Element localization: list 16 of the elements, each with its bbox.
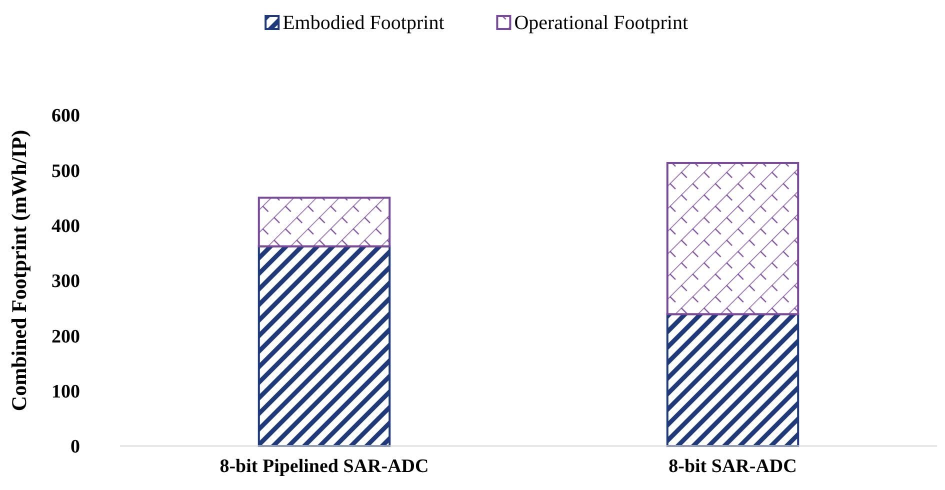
bar (666, 313, 800, 447)
y-tick-label: 400 (52, 216, 80, 237)
bar (258, 245, 391, 447)
y-tick-label: 100 (52, 381, 80, 402)
y-axis-title: Combined Footprint (mWh/IP) (7, 130, 31, 412)
y-tick-label: 300 (52, 271, 80, 292)
y-tick-label: 600 (52, 106, 80, 127)
x-tick-label: 8-bit SAR-ADC (668, 456, 797, 477)
y-tick-label: 200 (52, 326, 80, 348)
bar (666, 162, 800, 316)
x-tick-label: 8-bit Pipelined SAR-ADC (220, 456, 429, 477)
y-tick-label: 500 (52, 160, 80, 182)
legend-label: Operational Footprint (514, 12, 688, 34)
y-tick-label: 0 (70, 436, 80, 458)
bar (258, 196, 391, 248)
legend-label: Embodied Footprint (282, 12, 445, 34)
